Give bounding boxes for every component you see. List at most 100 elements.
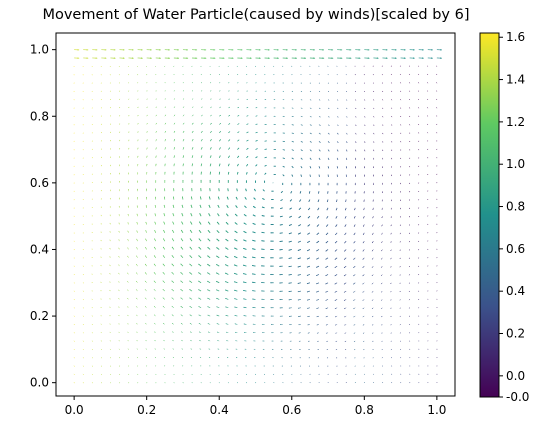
quiver-arrowhead — [364, 107, 366, 109]
quiver-arrowhead — [353, 316, 355, 318]
quiver-arrowhead — [309, 184, 311, 186]
quiver-arrowhead — [274, 157, 276, 159]
quiver-arrowhead — [180, 306, 182, 308]
quiver-arrowhead — [238, 115, 240, 117]
quiver-arrowhead — [222, 48, 225, 51]
quiver-arrowhead — [400, 174, 402, 176]
quiver-arrowhead — [390, 216, 392, 218]
quiver-arrowhead — [109, 247, 111, 249]
quiver-arrowhead — [145, 213, 147, 215]
quiver-arrowhead — [237, 172, 239, 173]
quiver-arrowhead — [307, 316, 309, 317]
quiver-arrowhead — [345, 192, 347, 194]
quiver-arrowhead — [198, 306, 200, 308]
quiver-arrowhead — [73, 324, 75, 326]
quiver-arrowhead — [174, 106, 175, 108]
quiver-arrowhead — [217, 205, 219, 207]
quiver-arrowhead — [344, 250, 346, 252]
quiver-arrowhead — [265, 172, 267, 174]
quiver-arrowhead — [317, 200, 319, 202]
quiver-arrowhead — [399, 224, 401, 226]
quiver-arrowhead — [400, 340, 401, 342]
quiver-arrowhead — [109, 273, 111, 275]
quiver-arrowhead — [337, 90, 339, 92]
quiver-arrowhead — [261, 240, 263, 242]
quiver-arrowhead — [382, 141, 384, 143]
quiver-arrowhead — [200, 66, 202, 67]
quiver-arrowhead — [279, 299, 281, 301]
quiver-arrowhead — [164, 114, 166, 116]
quiver-arrowhead — [382, 133, 384, 135]
quiver-arrowhead — [362, 324, 364, 326]
quiver-arrowhead — [381, 348, 383, 350]
quiver-arrowhead — [270, 307, 272, 309]
quiver-arrowhead — [252, 323, 254, 325]
quiver-arrowhead — [91, 273, 93, 275]
quiver-arrowhead — [118, 205, 120, 207]
quiver-arrowhead — [427, 198, 429, 200]
quiver-arrowhead — [189, 297, 191, 299]
quiver-arrowhead — [325, 274, 327, 276]
quiver-arrowhead — [390, 82, 392, 84]
quiver-arrowhead — [141, 48, 143, 51]
quiver-arrowhead — [299, 192, 301, 194]
quiver-arrowhead — [409, 115, 410, 117]
quiver-arrowhead — [345, 175, 347, 177]
quiver-arrowhead — [292, 124, 294, 126]
quiver-arrowhead — [100, 181, 102, 183]
quiver-arrowhead — [283, 149, 285, 151]
quiver-arrowhead — [173, 90, 175, 92]
quiver-arrowhead — [349, 57, 352, 60]
quiver-arrowhead — [298, 315, 300, 317]
quiver-arrowhead — [436, 232, 438, 234]
quiver-arrowhead — [217, 221, 219, 224]
quiver-arrowhead — [234, 306, 236, 308]
quiver-arrowhead — [362, 316, 364, 318]
quiver-arrowhead — [100, 165, 102, 167]
quiver-arrowhead — [164, 188, 166, 190]
quiver-arrowhead — [200, 74, 202, 76]
quiver-arrowhead — [354, 217, 356, 219]
quiver-arrowhead — [418, 373, 420, 375]
quiver-arrowhead — [219, 171, 221, 173]
quiver-arrowhead — [243, 298, 245, 300]
quiver-arrowhead — [137, 74, 138, 76]
quiver-arrowhead — [344, 332, 346, 334]
quiver-arrowhead — [200, 188, 202, 190]
quiver-arrowhead — [198, 314, 200, 316]
quiver-arrowhead — [128, 374, 130, 376]
quiver-arrowhead — [316, 291, 318, 293]
quiver-arrowhead — [331, 48, 334, 51]
quiver-arrowhead — [431, 57, 433, 59]
quiver-arrowhead — [297, 282, 299, 284]
quiver-arrowhead — [243, 239, 245, 241]
quiver-arrowhead — [265, 132, 267, 134]
quiver-arrowhead — [146, 155, 148, 157]
quiver-arrowhead — [181, 238, 183, 240]
quiver-arrowhead — [228, 74, 230, 76]
quiver-arrowhead — [91, 332, 93, 334]
quiver-arrowhead — [227, 180, 229, 181]
quiver-arrowhead — [118, 331, 120, 333]
quiver-arrowhead — [436, 123, 438, 125]
quiver-arrowhead — [180, 255, 182, 257]
quiver-arrowhead — [371, 299, 373, 301]
quiver-arrowhead — [436, 140, 438, 142]
quiver-arrowhead — [354, 209, 356, 211]
quiver-arrowhead — [210, 123, 212, 125]
quiver-arrowhead — [252, 281, 254, 283]
quiver-arrowhead — [228, 147, 230, 149]
quiver-arrowhead — [300, 74, 302, 76]
quiver-arrowhead — [264, 373, 265, 375]
quiver-arrowhead — [136, 357, 138, 359]
quiver-arrowhead — [82, 224, 84, 226]
quiver-arrowhead — [404, 48, 406, 51]
quiver-arrowhead — [128, 382, 130, 384]
quiver-arrowhead — [164, 106, 166, 108]
quiver-arrowhead — [390, 291, 392, 293]
quiver-arrowhead — [310, 150, 312, 152]
quiver-arrowhead — [198, 238, 200, 240]
quiver-arrowhead — [265, 99, 267, 101]
quiver-arrowhead — [279, 240, 281, 242]
quiver-arrowhead — [408, 65, 410, 67]
